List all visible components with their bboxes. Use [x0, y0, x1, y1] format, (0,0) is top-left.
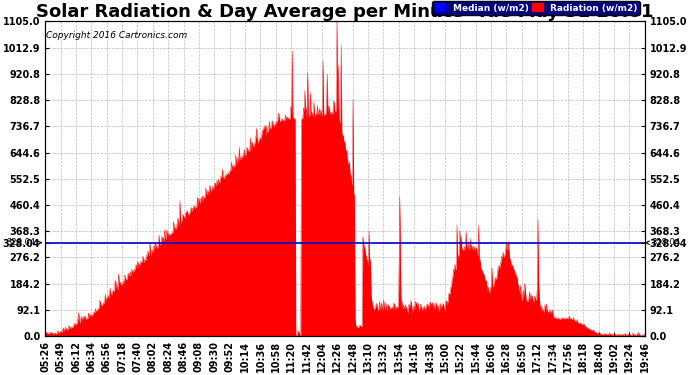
Title: Solar Radiation & Day Average per Minute  Tue May 31 20:01: Solar Radiation & Day Average per Minute…	[37, 3, 653, 21]
Text: 328.04: 328.04	[6, 238, 41, 247]
Text: Copyright 2016 Cartronics.com: Copyright 2016 Cartronics.com	[46, 31, 187, 40]
Text: 328.04: 328.04	[646, 238, 681, 247]
Legend: Median (w/m2), Radiation (w/m2): Median (w/m2), Radiation (w/m2)	[432, 1, 640, 15]
